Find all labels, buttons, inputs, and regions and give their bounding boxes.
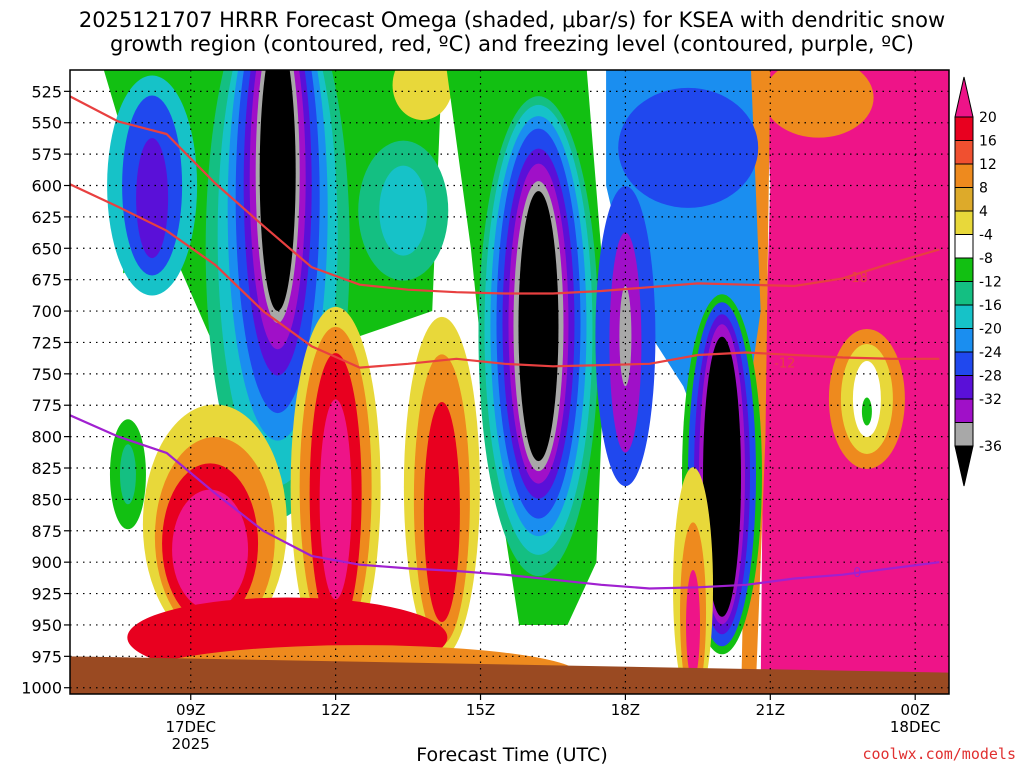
colorbar-swatch — [954, 328, 974, 353]
omega-ne-ascent-column-center — [619, 286, 632, 387]
colorbar-top-arrow — [954, 76, 974, 118]
y-tick-label: 875 — [31, 522, 62, 541]
y-tick-label: 1000 — [21, 679, 62, 698]
colorbar-swatch — [954, 257, 974, 282]
colorbar-tick-label: 16 — [979, 134, 997, 150]
omega-west-purple — [136, 138, 169, 259]
y-tick-label: 750 — [31, 365, 62, 384]
colorbar-swatch — [954, 187, 974, 212]
colorbar-tick-label: 20 — [979, 110, 997, 126]
colorbar-swatch — [954, 351, 974, 376]
plot-area — [70, 70, 949, 694]
omega-core2-core — [518, 191, 559, 462]
y-tick-label: 800 — [31, 428, 62, 447]
colorbar-tick-label: -8 — [979, 251, 993, 267]
omega-sw-magenta — [172, 489, 249, 610]
y-tick-label: 575 — [31, 145, 62, 164]
omega-core3-core — [703, 336, 742, 617]
x-tick-label: 2025 — [172, 735, 210, 753]
axes: 525 550 575 600 625 650 675 700 725 750 775 800 825 8… — [21, 82, 940, 753]
chart-title-line-1: 2025121707 HRRR Forecast Omega (shaded, … — [78, 8, 946, 32]
x-tick-label: 00Z — [901, 701, 930, 719]
y-tick-label: 775 — [31, 396, 62, 415]
x-tick-label: 17DEC — [165, 718, 216, 736]
y-tick-label: 975 — [31, 647, 62, 666]
y-tick-label: 900 — [31, 553, 62, 572]
contour-label: 0 — [853, 566, 861, 581]
omega-descent-pocket-center — [861, 397, 872, 426]
colorbar-swatch — [954, 304, 974, 329]
y-tick-label: 550 — [31, 114, 62, 133]
colorbar-tick-label: -36 — [979, 439, 1002, 455]
y-tick-label: 600 — [31, 177, 62, 196]
plot-frame — [69, 69, 950, 695]
y-tick-label: 725 — [31, 333, 62, 352]
dgz-isotherm-line — [70, 95, 940, 295]
y-tick-label: 950 — [31, 616, 62, 635]
omega-descent-east-upper — [763, 70, 874, 138]
colorbar-bottom-arrow — [954, 445, 974, 487]
colorbar-swatch — [954, 398, 974, 423]
chart-title-line-2: growth region (contoured, red, ºC) and f… — [110, 32, 914, 56]
colorbar-swatch — [954, 281, 974, 306]
colorbar-swatch — [954, 210, 974, 235]
contour-label: -12 — [774, 357, 795, 372]
freezing-level-line — [70, 414, 940, 590]
x-tick-label: 21Z — [756, 701, 785, 719]
colorbar-swatch — [954, 140, 974, 165]
y-tick-label: 825 — [31, 459, 62, 478]
colorbar-tick-label: -16 — [979, 298, 1002, 314]
colorbar: 20 16 12 8 4 -4 -8 -12 -16 -20 -24 -28 -32 -36 — [954, 76, 1002, 487]
colorbar-tick-label: -24 — [979, 345, 1002, 361]
colorbar-tick-label: -28 — [979, 369, 1002, 385]
y-tick-label: 625 — [31, 208, 62, 227]
colorbar-tick-label: 4 — [979, 204, 988, 220]
contour-label: -18 — [847, 271, 868, 286]
x-axis-label: Forecast Time (UTC) — [416, 744, 608, 766]
x-tick-label: 18Z — [611, 701, 640, 719]
y-tick-label: 650 — [31, 239, 62, 258]
x-tick-label: 12Z — [321, 701, 350, 719]
colorbar-swatch — [954, 234, 974, 259]
y-tick-label: 525 — [31, 82, 62, 101]
y-tick-label: 925 — [31, 585, 62, 604]
omega-core1-core — [259, 70, 296, 311]
terrain-surface — [70, 656, 949, 694]
y-tick-label: 700 — [31, 302, 62, 321]
colorbar-tick-label: -32 — [979, 392, 1002, 408]
colorbar-tick-label: -12 — [979, 275, 1002, 291]
x-tick-label: 18DEC — [890, 718, 941, 736]
colorbar-tick-label: -4 — [979, 228, 993, 244]
colorbar-swatch — [954, 375, 974, 400]
colorbar-tick-label: 8 — [979, 181, 988, 197]
colorbar-swatch — [954, 163, 974, 188]
omega-mid-cyan — [379, 165, 428, 256]
omega-sw-teal-spot — [119, 444, 136, 505]
colorbar-swatch — [954, 422, 974, 447]
y-tick-label: 675 — [31, 271, 62, 290]
credit-text: coolwx.com/models — [862, 745, 1016, 763]
x-tick-label: 15Z — [466, 701, 495, 719]
colorbar-swatch — [954, 116, 974, 141]
dgz-isotherm-line — [70, 183, 940, 369]
omega-plume19-magenta — [686, 569, 701, 680]
contour-lines: -18 -12 0 — [70, 95, 940, 590]
omega-ne-ascent-blue — [618, 87, 759, 208]
y-tick-label: 850 — [31, 490, 62, 509]
colorbar-tick-label: 12 — [979, 157, 997, 173]
x-tick-label: 09Z — [176, 701, 205, 719]
colorbar-tick-label: -20 — [979, 322, 1002, 338]
omega-plume14-red — [423, 401, 460, 622]
omega-west-yellow-top — [392, 70, 453, 121]
